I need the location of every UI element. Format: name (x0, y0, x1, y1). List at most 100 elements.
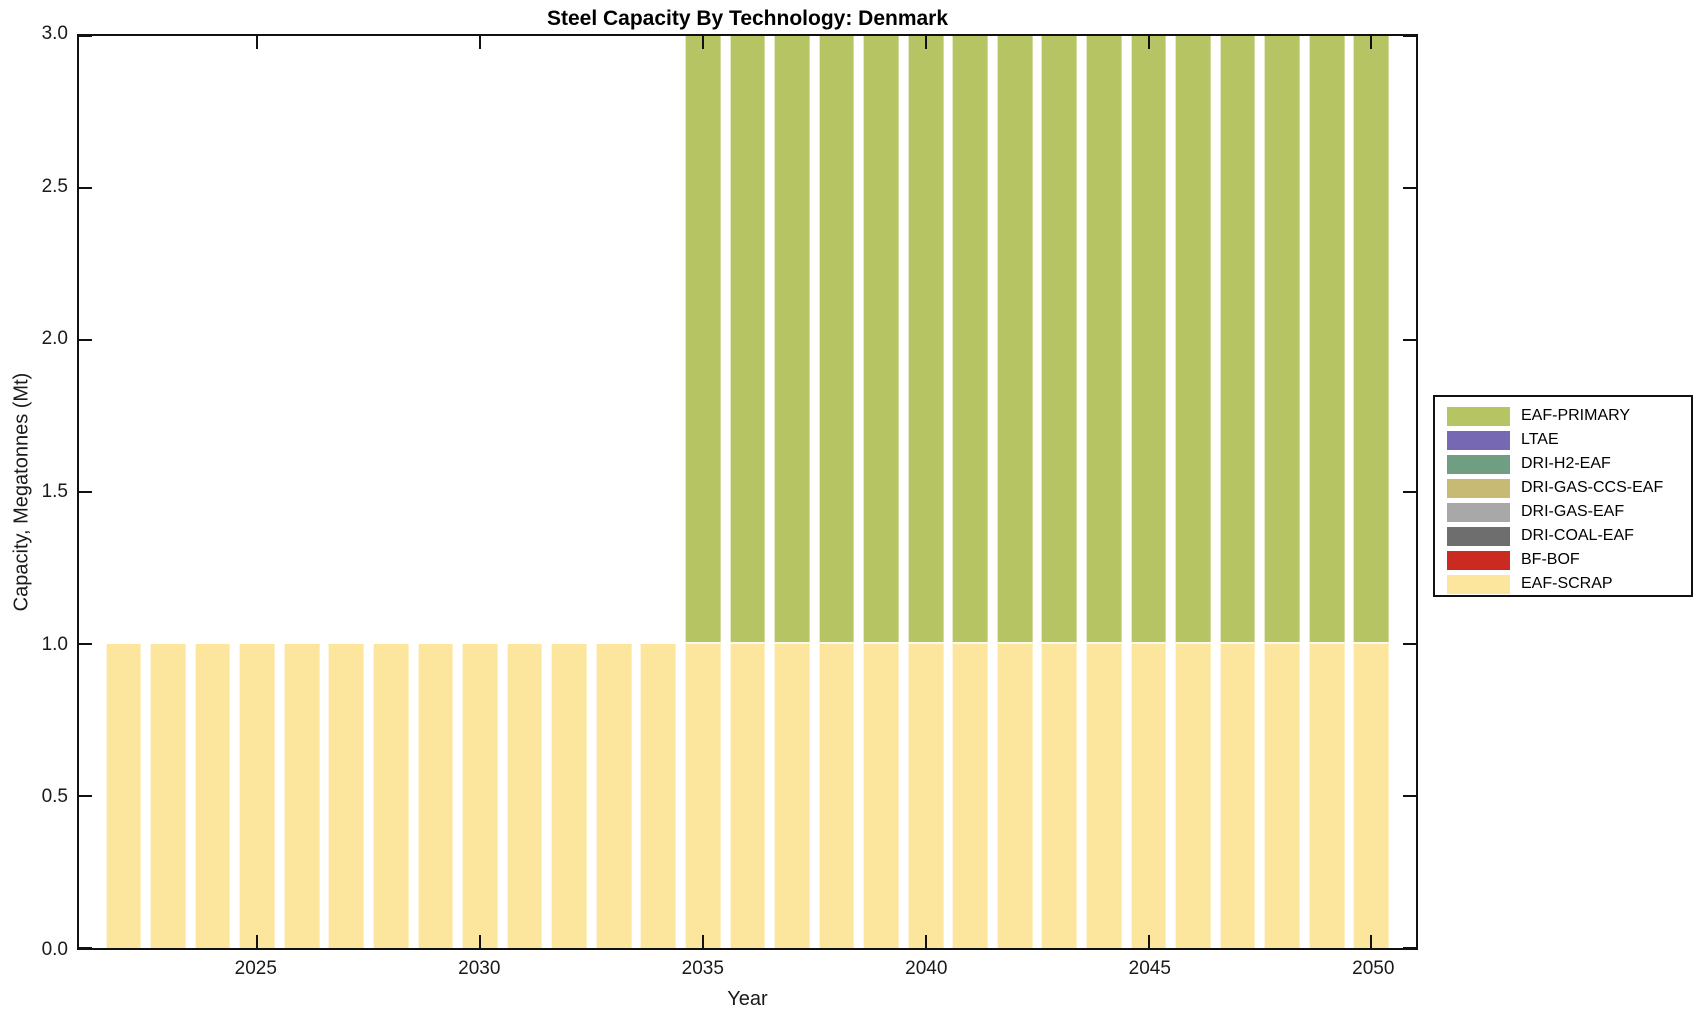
bar-2028 (373, 36, 409, 948)
legend-label: EAF-PRIMARY (1521, 407, 1631, 424)
x-tick-mark (256, 36, 259, 49)
bar-2043 (1042, 36, 1077, 948)
x-tick-label: 2035 (681, 958, 724, 979)
y-tick-label: 2.0 (41, 328, 68, 350)
bar-segment-EAF-SCRAP (640, 644, 676, 948)
bar-segment-EAF-SCRAP (863, 644, 899, 948)
y-tick-label: 0.5 (41, 786, 68, 808)
bar-2039 (863, 36, 899, 948)
bar-2047 (1220, 36, 1256, 948)
bar-2046 (1175, 36, 1211, 948)
bar-segment-EAF-SCRAP (685, 644, 721, 948)
bar-segment-EAF-SCRAP (329, 644, 364, 948)
bar-segment-EAF-SCRAP (1354, 644, 1389, 948)
bar-2035 (685, 36, 721, 948)
y-tick-label: 1.5 (41, 481, 68, 502)
x-tick-label: 2045 (1128, 958, 1171, 979)
y-tick-label: 1.0 (41, 633, 68, 655)
y-tick-label: 3.0 (41, 23, 68, 44)
bar-segment-EAF-SCRAP (1042, 644, 1077, 948)
bar-segment-EAF-PRIMARY (730, 36, 765, 645)
bar-segment-EAF-SCRAP (106, 644, 141, 948)
bar-segment-EAF-PRIMARY (1264, 36, 1300, 645)
x-tick-label: 2050 (1352, 958, 1395, 979)
bar-2023 (150, 36, 186, 948)
bar-segment-EAF-PRIMARY (952, 36, 988, 645)
bar-segment-EAF-SCRAP (908, 644, 944, 948)
bar-segment-EAF-PRIMARY (819, 36, 854, 645)
bar-2050 (1354, 36, 1389, 948)
bar-2024 (195, 36, 231, 948)
bar-segment-EAF-PRIMARY (1175, 36, 1211, 645)
legend-item-dri-coal-eaf: DRI-COAL-EAF (1447, 524, 1691, 548)
x-axis-label: Year (727, 988, 768, 1010)
bar-2049 (1309, 36, 1345, 948)
bar-2040 (908, 36, 944, 948)
bar-segment-EAF-SCRAP (373, 644, 409, 948)
bar-segment-EAF-PRIMARY (1309, 36, 1345, 645)
bar-segment-EAF-SCRAP (418, 644, 453, 948)
legend-swatch (1447, 430, 1510, 450)
y-tick-mark (79, 795, 92, 798)
bar-segment-EAF-SCRAP (1086, 644, 1122, 948)
y-tick-mark (79, 339, 92, 342)
bar-segment-EAF-PRIMARY (1042, 36, 1077, 645)
bar-segment-EAF-SCRAP (284, 644, 320, 948)
y-tick-mark (79, 491, 92, 493)
legend-label: DRI-GAS-CCS-EAF (1521, 479, 1664, 496)
x-tick-mark (1147, 935, 1150, 948)
legend-label: EAF-SCRAP (1521, 575, 1613, 592)
y-tick-label: 2.5 (41, 175, 68, 197)
x-tick-label: 2030 (458, 958, 501, 979)
y-tick-mark (1403, 795, 1416, 798)
legend-swatch (1447, 526, 1510, 546)
bar-segment-EAF-SCRAP (1131, 644, 1166, 948)
legend-label: DRI-COAL-EAF (1521, 527, 1634, 544)
y-tick-mark (79, 947, 92, 949)
bars-container (79, 36, 1416, 948)
y-tick-mark (1403, 643, 1416, 646)
bar-segment-EAF-SCRAP (462, 644, 498, 948)
legend-label: BF-BOF (1521, 551, 1580, 568)
bar-segment-EAF-SCRAP (1220, 644, 1256, 948)
y-tick-label: 0.0 (41, 939, 68, 960)
y-tick-mark (1403, 947, 1416, 949)
y-tick-mark (79, 187, 92, 189)
y-tick-mark (1403, 491, 1416, 493)
bar-2022 (106, 36, 141, 948)
legend-box: EAF-PRIMARY LTAE DRI-H2-EAF DRI-GAS-CCS-EAF… (1433, 395, 1693, 597)
legend-item-ltae: LTAE (1447, 428, 1691, 452)
legend-swatch (1447, 454, 1510, 474)
y-tick-mark (1403, 187, 1416, 189)
bar-2048 (1264, 36, 1300, 948)
legend-label: LTAE (1521, 431, 1559, 448)
bar-segment-EAF-SCRAP (507, 644, 543, 948)
bar-segment-EAF-SCRAP (1175, 644, 1211, 948)
bar-segment-EAF-SCRAP (730, 644, 765, 948)
y-tick-mark (1403, 339, 1416, 342)
plot-area (77, 34, 1418, 950)
bar-2042 (997, 36, 1033, 948)
x-tick-mark (701, 935, 704, 948)
x-tick-mark (924, 36, 927, 49)
bar-segment-EAF-SCRAP (195, 644, 231, 948)
bar-2031 (507, 36, 543, 948)
x-tick-label: 2025 (234, 958, 277, 979)
bar-segment-EAF-SCRAP (551, 644, 587, 948)
y-tick-mark (1403, 35, 1416, 37)
chart-title: Steel Capacity By Technology: Denmark (546, 7, 949, 30)
bar-2041 (952, 36, 988, 948)
legend-item-dri-gas-eaf: DRI-GAS-EAF (1447, 500, 1691, 524)
bar-2027 (329, 36, 364, 948)
bar-2032 (551, 36, 587, 948)
x-tick-mark (479, 935, 482, 948)
legend-item-eaf-primary: EAF-PRIMARY (1447, 404, 1691, 428)
x-tick-mark (1370, 36, 1373, 49)
legend-item-dri-gas-ccs-eaf: DRI-GAS-CCS-EAF (1447, 476, 1691, 500)
legend-label: DRI-H2-EAF (1521, 455, 1611, 472)
bar-segment-EAF-PRIMARY (685, 36, 721, 645)
legend-item-bf-bof: BF-BOF (1447, 548, 1691, 572)
bar-2044 (1086, 36, 1122, 948)
bar-2033 (596, 36, 632, 948)
